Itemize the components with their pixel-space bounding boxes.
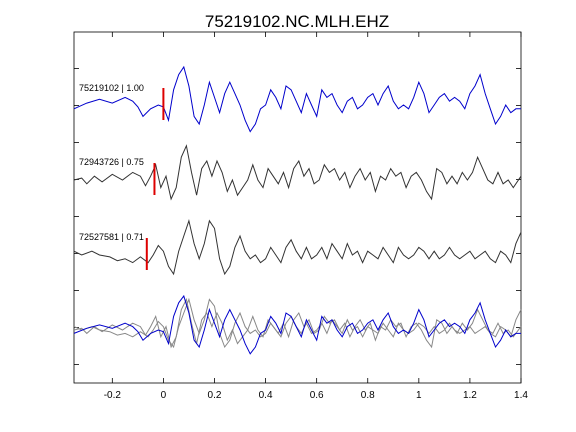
tick-group: -0.2 0 0.2 0.4 0.6 0.8 1 1.2 1.4 bbox=[74, 32, 528, 401]
x-tick-label: 0.8 bbox=[361, 390, 375, 401]
trace-label: 75219102 | 1.00 bbox=[79, 83, 144, 93]
x-tick-label: 0.6 bbox=[310, 390, 324, 401]
x-tick-label: 1 bbox=[416, 390, 422, 401]
trace-group: 75219102 | 1.00 72943726 | 0.75 72527581 |… bbox=[73, 65, 522, 355]
x-tick-label: 0.2 bbox=[208, 390, 222, 401]
waveform-trace bbox=[73, 218, 522, 276]
x-tick-label: 1.2 bbox=[463, 390, 477, 401]
waveform-trace bbox=[73, 144, 522, 201]
x-tick-label: 0 bbox=[161, 390, 167, 401]
chart-title: 75219102.NC.MLH.EHZ bbox=[205, 12, 389, 31]
trace-label: 72943726 | 0.75 bbox=[79, 157, 144, 167]
waveform-trace bbox=[73, 65, 521, 133]
x-tick-label: 0.4 bbox=[259, 390, 273, 401]
x-tick-label: -0.2 bbox=[104, 390, 122, 401]
plot-frame bbox=[73, 31, 522, 384]
x-tick-label: 1.4 bbox=[514, 390, 528, 401]
trace-label: 72527581 | 0.71 bbox=[79, 232, 144, 242]
overlay-trace bbox=[73, 294, 521, 355]
